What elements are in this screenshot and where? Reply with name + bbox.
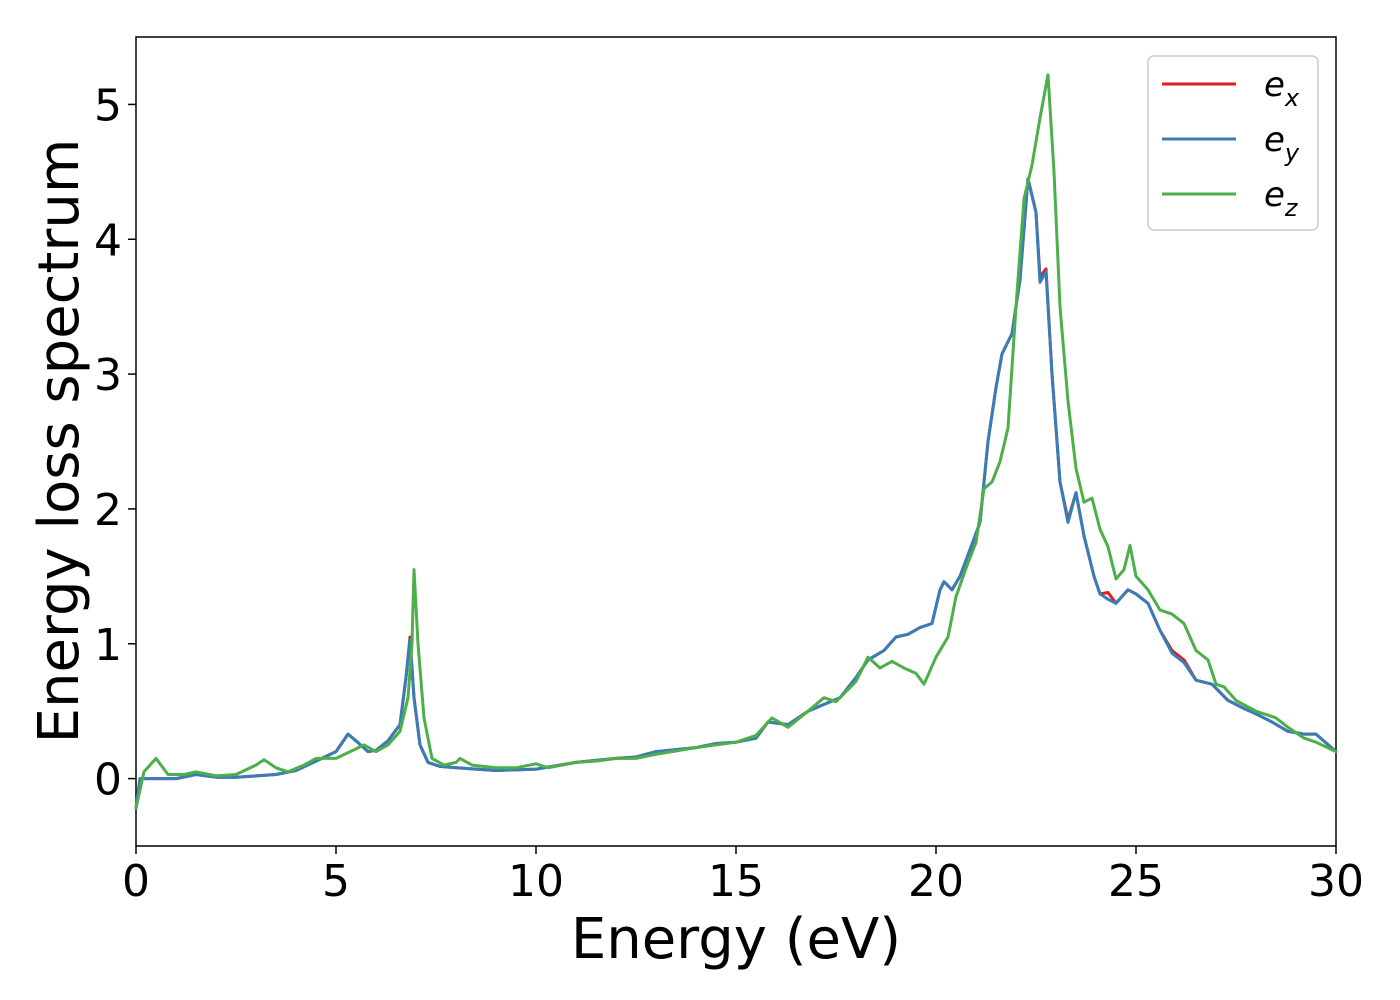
plot-frame <box>135 36 1337 847</box>
plot-area: 0 5 10 15 20 25 30 0 1 2 3 4 5 <box>94 36 1364 907</box>
series-line-ez <box>134 73 1338 810</box>
x-tick-label: 0 <box>122 856 150 907</box>
x-tick-label: 20 <box>908 856 964 907</box>
y-tick-label: 4 <box>94 215 122 266</box>
y-tick-label: 3 <box>94 350 122 401</box>
x-axis-label: Energy (eV) <box>571 907 901 972</box>
y-tick-label: 1 <box>94 620 122 671</box>
legend-entry-base: e <box>1264 65 1285 105</box>
series-lines <box>134 73 1338 810</box>
x-axis-ticks: 0 5 10 15 20 25 30 <box>122 846 1364 907</box>
legend-entry-subscript: x <box>1284 84 1300 112</box>
x-tick-label: 15 <box>708 856 764 907</box>
y-axis-label: Energy loss spectrum <box>27 139 92 744</box>
series-line-ey <box>134 177 1338 810</box>
legend-entry-subscript: y <box>1284 139 1300 167</box>
y-tick-label: 5 <box>94 80 122 131</box>
y-axis-ticks: 0 1 2 3 4 5 <box>94 80 136 806</box>
legend-entry-ez: ez <box>1264 175 1299 222</box>
legend-entry-subscript: z <box>1284 194 1299 222</box>
legend-entry-base: e <box>1264 120 1285 160</box>
x-tick-label: 25 <box>1108 856 1164 907</box>
legend-frame <box>1147 55 1319 231</box>
y-tick-label: 0 <box>94 755 122 806</box>
x-tick-label: 5 <box>322 856 350 907</box>
legend-entry-base: e <box>1264 175 1285 215</box>
x-tick-label: 10 <box>508 856 564 907</box>
legend-entry-ey: ey <box>1264 120 1300 167</box>
legend-entry-ex: ex <box>1264 65 1300 112</box>
x-tick-label: 30 <box>1308 856 1364 907</box>
y-tick-label: 2 <box>94 485 122 536</box>
